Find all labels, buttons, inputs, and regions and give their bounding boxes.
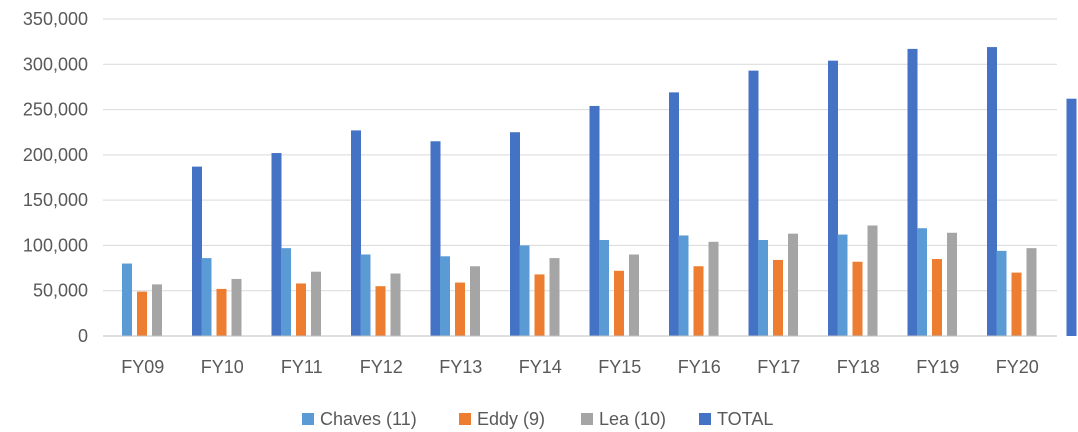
bar-2-fy09 [152, 284, 162, 336]
x-tick-label: FY16 [678, 357, 721, 377]
y-tick-label: 50,000 [33, 281, 88, 301]
legend-swatch [581, 413, 593, 425]
legend-label: TOTAL [717, 409, 773, 429]
y-tick-label: 200,000 [23, 145, 88, 165]
bar-3-fy12 [430, 141, 441, 336]
y-tick-label: 150,000 [23, 190, 88, 210]
legend-swatch [459, 413, 471, 425]
y-tick-label: 350,000 [23, 9, 88, 29]
legend-swatch [699, 413, 711, 425]
bar-1-fy14 [534, 274, 545, 336]
bar-0-fy14 [519, 245, 530, 336]
bar-1-fy13 [455, 282, 465, 336]
bar-3-fy14 [589, 105, 600, 336]
bar-1-fy09 [137, 291, 147, 336]
bar-1-fy11 [296, 283, 306, 336]
bar-3-fy10 [271, 153, 282, 336]
bar-1-fy18 [852, 261, 863, 336]
bar-3-fy11 [351, 130, 361, 336]
bar-3-fy20 [1066, 98, 1077, 337]
bar-2-fy10 [231, 278, 242, 336]
bar-2-fy18 [867, 225, 878, 336]
y-tick-label: 100,000 [23, 235, 88, 255]
bar-0-fy10 [201, 258, 212, 336]
bar-0-fy12 [360, 254, 371, 336]
bar-2-fy16 [708, 241, 719, 336]
bar-3-fy19 [987, 47, 997, 336]
x-tick-label: FY18 [837, 357, 880, 377]
bar-0-fy13 [440, 256, 450, 336]
bar-3-fy17 [828, 60, 838, 337]
bar-2-fy19 [947, 232, 957, 336]
bar-0-fy18 [837, 234, 848, 336]
bar-3-fy13 [510, 132, 520, 336]
y-axis-tick-labels: 0 50,000 100,000 150,000 200,000 250,000 300,0… [23, 9, 88, 346]
bar-2-fy12 [390, 273, 401, 336]
bar-2-fy11 [311, 271, 321, 336]
bar-0-fy09 [122, 263, 132, 336]
x-tick-label: FY17 [757, 357, 800, 377]
bar-1-fy10 [216, 288, 227, 336]
legend-label: Eddy (9) [477, 409, 545, 429]
bar-0-fy11 [281, 248, 291, 336]
bar-3-fy15 [669, 92, 679, 336]
legend-label: Chaves (11) [320, 409, 417, 429]
x-tick-label: FY11 [281, 357, 323, 377]
bar-1-fy20 [1011, 272, 1022, 336]
bar-0-fy15 [599, 239, 609, 336]
x-axis-tick-labels: FY09 FY10 FY11 FY12 FY13 FY14 FY15 FY16 FY17 FY18… [121, 357, 1039, 377]
x-tick-label: FY14 [519, 357, 562, 377]
bar-3-fy09 [192, 166, 202, 336]
bar-0-fy19 [917, 228, 927, 336]
bar-3-fy18 [907, 48, 918, 336]
bar-1-fy15 [614, 270, 624, 336]
legend-swatch [302, 413, 314, 425]
bars [122, 47, 1077, 337]
legend: Chaves (11) Eddy (9) Lea (10) TOTAL [302, 409, 773, 429]
x-tick-label: FY19 [916, 357, 959, 377]
bar-1-fy19 [932, 259, 942, 336]
legend-label: Lea (10) [599, 409, 666, 429]
bar-0-fy17 [758, 239, 768, 336]
y-tick-label: 250,000 [23, 100, 88, 120]
x-tick-label: FY13 [439, 357, 482, 377]
bar-2-fy15 [629, 254, 639, 336]
bar-1-fy12 [375, 286, 386, 336]
x-tick-label: FY15 [598, 357, 641, 377]
bar-1-fy17 [773, 259, 783, 336]
x-tick-label: FY12 [360, 357, 403, 377]
y-tick-label: 0 [78, 326, 88, 346]
bar-3-fy16 [748, 70, 759, 336]
bar-0-fy16 [678, 235, 689, 336]
bar-2-fy20 [1026, 248, 1037, 336]
bar-2-fy14 [549, 258, 560, 336]
x-tick-label: FY20 [996, 357, 1039, 377]
bar-0-fy20 [996, 250, 1007, 336]
x-tick-label: FY09 [121, 357, 164, 377]
gridlines [103, 18, 1057, 292]
x-tick-label: FY10 [201, 357, 244, 377]
y-tick-label: 300,000 [23, 54, 88, 74]
bar-2-fy13 [470, 266, 480, 336]
bar-1-fy16 [693, 266, 704, 336]
bar-2-fy17 [788, 233, 798, 336]
